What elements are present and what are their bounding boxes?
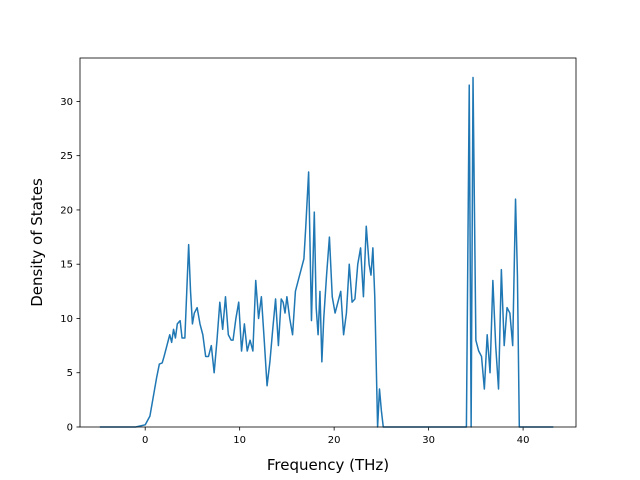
x-tick-label: 0 (142, 435, 148, 446)
y-tick-label: 5 (67, 368, 73, 379)
y-tick-label: 20 (60, 205, 73, 216)
y-axis-label: Density of States (28, 178, 46, 307)
x-tick-label: 10 (233, 435, 246, 446)
x-tick-label: 20 (328, 435, 341, 446)
plot-frame (79, 57, 577, 428)
x-axis-label: Frequency (THz) (267, 456, 389, 474)
y-axis-ticks: 0 5 10 15 20 25 30 (60, 97, 80, 434)
y-tick-label: 25 (60, 151, 73, 162)
y-tick-label: 0 (67, 423, 73, 434)
y-tick-label: 30 (60, 97, 73, 108)
y-tick-label: 15 (60, 260, 73, 271)
dos-series-line (99, 76, 554, 428)
x-axis-ticks: 0 10 20 30 40 (142, 427, 529, 446)
x-tick-label: 30 (422, 435, 435, 446)
y-tick-label: 10 (60, 314, 73, 325)
x-tick-label: 40 (517, 435, 530, 446)
